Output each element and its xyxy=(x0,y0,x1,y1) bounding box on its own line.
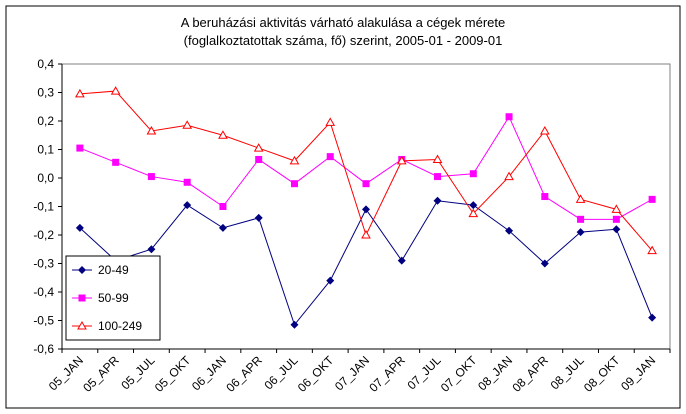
marker xyxy=(219,203,227,210)
marker xyxy=(434,173,442,181)
y-tick-label: -0,6 xyxy=(33,342,54,356)
marker xyxy=(182,120,193,129)
marker xyxy=(505,113,513,121)
marker xyxy=(539,125,550,135)
marker xyxy=(469,201,478,210)
marker xyxy=(647,245,657,255)
legend-label: 100-249 xyxy=(98,319,142,333)
legend-label: 20-49 xyxy=(98,263,129,277)
marker xyxy=(325,117,336,126)
marker xyxy=(218,223,227,232)
marker xyxy=(326,153,334,161)
marker xyxy=(648,313,657,322)
marker xyxy=(75,223,84,232)
marker xyxy=(577,215,585,223)
y-tick-label: 0,0 xyxy=(37,171,54,185)
marker xyxy=(255,155,263,163)
marker xyxy=(362,180,370,188)
marker xyxy=(183,178,191,186)
marker xyxy=(540,259,549,268)
marker xyxy=(75,88,85,98)
marker xyxy=(110,86,121,95)
y-tick-label: 0,1 xyxy=(37,143,54,157)
marker xyxy=(78,294,86,302)
chart-title: (foglalkoztatottak száma, fő) szerint, 2… xyxy=(184,33,503,48)
y-tick-label: 0,2 xyxy=(37,114,54,128)
marker xyxy=(397,256,406,265)
marker xyxy=(611,204,622,213)
y-tick-label: -0,2 xyxy=(33,228,54,242)
y-tick-label: 0,4 xyxy=(37,57,54,71)
marker xyxy=(253,143,264,152)
marker xyxy=(612,225,621,234)
y-tick-label: -0,1 xyxy=(33,200,54,214)
marker xyxy=(112,158,120,166)
marker xyxy=(432,154,443,163)
marker xyxy=(183,201,192,210)
marker xyxy=(290,180,298,188)
marker xyxy=(77,320,87,330)
marker xyxy=(576,228,585,237)
chart-title: A beruházási aktivitás várható alakulása… xyxy=(181,15,505,30)
marker xyxy=(469,170,477,178)
y-tick-label: -0,5 xyxy=(33,314,54,328)
marker xyxy=(218,130,228,139)
y-tick-label: -0,3 xyxy=(33,257,54,271)
y-tick-label: -0,4 xyxy=(33,285,54,299)
marker xyxy=(290,320,299,329)
marker xyxy=(504,171,514,181)
marker xyxy=(78,266,86,274)
marker xyxy=(146,125,157,135)
marker xyxy=(147,245,156,254)
marker xyxy=(76,144,84,152)
marker xyxy=(361,229,371,239)
marker xyxy=(505,226,514,235)
marker xyxy=(326,276,335,285)
marker xyxy=(289,155,300,165)
y-tick-label: 0,3 xyxy=(37,86,54,100)
marker xyxy=(468,208,479,218)
marker xyxy=(433,196,442,205)
legend-label: 50-99 xyxy=(98,291,129,305)
marker xyxy=(541,193,549,201)
marker xyxy=(362,205,370,214)
marker xyxy=(648,195,656,203)
marker xyxy=(147,173,155,181)
marker xyxy=(396,155,407,165)
marker xyxy=(612,215,620,223)
marker xyxy=(575,194,586,203)
marker xyxy=(254,213,263,222)
